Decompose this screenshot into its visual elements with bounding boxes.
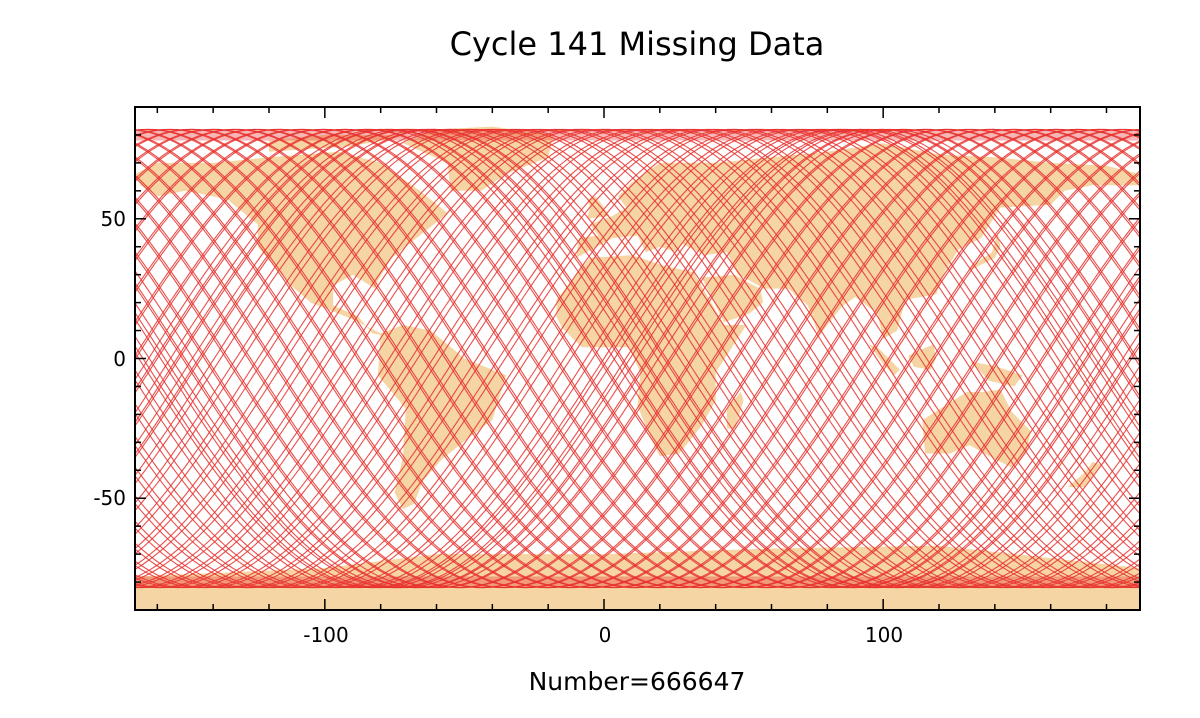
ground-track xyxy=(135,128,1140,589)
ground-track xyxy=(135,128,1140,589)
ground-track xyxy=(135,128,1140,589)
ground-track xyxy=(135,128,1140,589)
ground-track xyxy=(135,128,1140,589)
ground-track xyxy=(135,128,1140,589)
ground-track xyxy=(135,128,1140,589)
ground-track xyxy=(135,128,1140,589)
ground-track xyxy=(135,128,1140,589)
ground-track xyxy=(135,128,1140,589)
ground-track xyxy=(135,128,1140,589)
ground-track xyxy=(135,128,1140,589)
ground-track xyxy=(135,128,1140,589)
ground-track xyxy=(135,128,1140,589)
ground-track xyxy=(135,128,1140,589)
ground-track xyxy=(135,128,1140,589)
ground-track xyxy=(135,128,1140,589)
ground-track xyxy=(135,128,1140,589)
ground-track xyxy=(135,128,1140,589)
ground-track xyxy=(135,128,1140,589)
chart-title: Cycle 141 Missing Data xyxy=(450,25,825,63)
ground-track xyxy=(135,128,1140,589)
ground-track xyxy=(135,128,1140,589)
ground-track xyxy=(135,128,1140,589)
ground-track xyxy=(135,128,1140,589)
ground-track xyxy=(135,128,1140,589)
ground-track xyxy=(135,128,1140,589)
y-tick-label: -50 xyxy=(93,486,126,510)
ground-track xyxy=(135,128,1140,589)
ground-track xyxy=(135,128,1140,589)
ground-track xyxy=(135,128,1140,589)
ground-track xyxy=(135,128,1140,589)
track-band-north xyxy=(135,129,1140,141)
ground-track xyxy=(135,128,1140,589)
ground-track xyxy=(135,128,1140,589)
ground-track xyxy=(135,128,1140,589)
land-india xyxy=(793,274,850,337)
ground-track xyxy=(135,128,1140,589)
ground-track xyxy=(135,128,1140,589)
ground-track xyxy=(135,128,1140,589)
y-tick-label: 0 xyxy=(113,347,126,371)
land-indonesia-sumatra xyxy=(869,344,900,376)
ground-track xyxy=(135,128,1140,589)
axis-ticks xyxy=(135,107,1140,610)
ground-track xyxy=(135,128,1140,589)
land-eurasia xyxy=(576,143,1140,339)
x-tick-label: 100 xyxy=(865,623,903,647)
ground-track xyxy=(135,128,1140,589)
point-count-label: Number=666647 xyxy=(529,667,746,696)
ground-track xyxy=(135,128,1140,589)
ground-track xyxy=(135,128,1140,589)
ground-track xyxy=(135,128,1140,589)
land-uk xyxy=(587,196,610,219)
ground-track xyxy=(135,128,1140,589)
ground-track xyxy=(135,128,1140,589)
x-tick-label: 0 xyxy=(599,623,612,647)
ground-track xyxy=(135,128,1140,589)
ground-track xyxy=(135,128,1140,589)
x-tick-label: -100 xyxy=(303,623,348,647)
ground-track xyxy=(135,128,1140,589)
ground-track xyxy=(135,128,1140,589)
plot-area xyxy=(135,107,1140,610)
ground-track xyxy=(135,128,1140,589)
ground-track xyxy=(135,128,1140,589)
ground-track xyxy=(135,128,1140,589)
ground-track xyxy=(135,128,1140,589)
track-band-south xyxy=(135,576,1140,588)
ground-track xyxy=(135,128,1140,589)
ground-tracks xyxy=(135,128,1140,589)
ground-track xyxy=(135,128,1140,589)
ground-track xyxy=(135,128,1140,589)
y-tick-label: 50 xyxy=(101,207,126,231)
ground-track xyxy=(135,128,1140,589)
ground-track xyxy=(135,128,1140,589)
ground-track xyxy=(135,128,1140,589)
ground-track xyxy=(135,128,1140,589)
ground-track xyxy=(135,128,1140,589)
ground-track xyxy=(135,128,1140,589)
